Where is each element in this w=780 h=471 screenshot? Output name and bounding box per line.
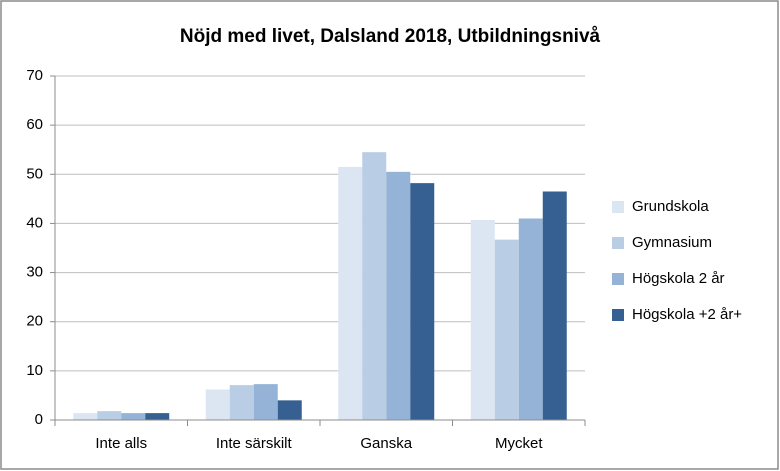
bar xyxy=(97,411,122,420)
legend-swatch xyxy=(612,273,624,285)
bar xyxy=(229,385,254,420)
legend-label: Högskola 2 år xyxy=(632,270,725,287)
legend-label: Grundskola xyxy=(632,198,709,215)
x-tick-label: Inte alls xyxy=(95,435,147,452)
legend-swatch xyxy=(612,201,624,213)
bar xyxy=(494,239,519,420)
bar xyxy=(338,166,363,420)
bar xyxy=(362,152,387,420)
bar xyxy=(277,400,302,420)
bar xyxy=(73,413,98,420)
legend-label: Gymnasium xyxy=(632,234,712,251)
bar xyxy=(253,384,278,420)
bar xyxy=(470,219,495,420)
y-tick-label: 30 xyxy=(26,264,43,281)
y-tick-label: 10 xyxy=(26,362,43,379)
legend-label: Högskola +2 år+ xyxy=(632,306,742,323)
bar xyxy=(410,183,435,420)
legend-swatch xyxy=(612,309,624,321)
bar xyxy=(518,218,543,420)
y-tick-label: 20 xyxy=(26,313,43,330)
x-tick-label: Inte särskilt xyxy=(216,435,293,452)
y-tick-label: 70 xyxy=(26,67,43,84)
x-tick-label: Mycket xyxy=(495,435,543,452)
y-tick-label: 60 xyxy=(26,116,43,133)
y-tick-label: 0 xyxy=(35,411,43,428)
bar xyxy=(542,191,567,420)
x-tick-label: Ganska xyxy=(360,435,412,452)
bar xyxy=(205,389,230,420)
legend-swatch xyxy=(612,237,624,249)
y-tick-label: 40 xyxy=(26,214,43,231)
bar xyxy=(145,413,170,420)
bar xyxy=(121,413,146,420)
bar xyxy=(386,171,411,420)
chart-title: Nöjd med livet, Dalsland 2018, Utbildnin… xyxy=(180,26,601,47)
y-tick-label: 50 xyxy=(26,165,43,182)
